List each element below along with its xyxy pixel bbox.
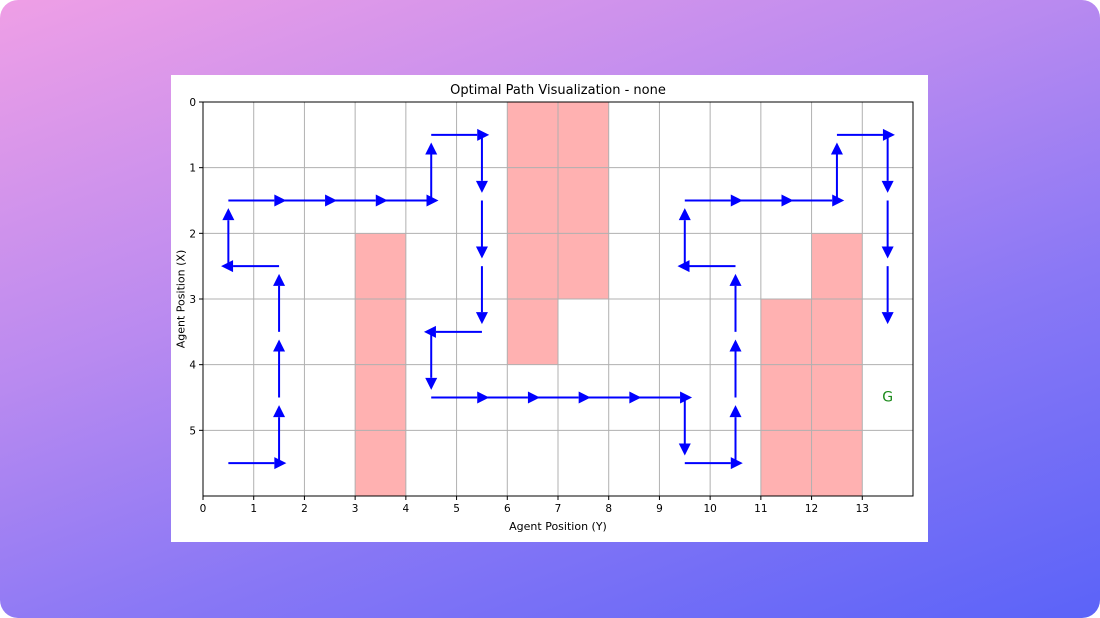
obstacle-cell <box>811 430 863 496</box>
y-axis-label: Agent Position (X) <box>175 250 188 349</box>
path-arrow-head <box>425 377 438 390</box>
x-ticks: 0 1 2 3 4 5 6 7 8 9 10 11 12 13 <box>200 496 869 515</box>
x-tick-label: 8 <box>605 503 612 515</box>
path-arrow-head <box>881 246 894 259</box>
obstacle-cell <box>558 233 609 299</box>
path-arrow-head <box>832 194 845 207</box>
x-tick-label: 0 <box>200 503 207 515</box>
y-tick-label: 4 <box>189 360 196 372</box>
obstacle-cell <box>811 233 863 299</box>
y-tick-label: 1 <box>189 163 196 175</box>
obstacle-cell <box>507 299 558 365</box>
obstacle-cell <box>558 102 609 168</box>
obstacle-cell <box>811 364 863 431</box>
goal-label: G <box>882 390 893 406</box>
x-tick-label: 9 <box>656 503 663 515</box>
x-tick-label: 10 <box>703 503 716 515</box>
path-arrow-head <box>425 142 438 155</box>
chart-title: Optimal Path Visualization - none <box>450 83 666 98</box>
obstacle-cell <box>355 430 406 496</box>
x-tick-label: 13 <box>856 503 869 515</box>
path-arrow-head <box>477 128 490 141</box>
path-arrow-head <box>680 391 693 404</box>
path-arrow-head <box>222 208 235 221</box>
y-tick-label: 5 <box>189 425 196 437</box>
path-arrow-head <box>729 273 742 286</box>
obstacle-cell <box>507 102 558 168</box>
path-arrow-head <box>274 457 287 470</box>
x-axis-label: Agent Position (Y) <box>509 520 607 533</box>
x-tick-label: 3 <box>352 503 359 515</box>
obstacle-cell <box>760 299 812 365</box>
path-arrow-head <box>221 260 234 273</box>
path-arrow-head <box>423 325 436 338</box>
x-tick-label: 7 <box>555 503 562 515</box>
obstacle-cell <box>760 364 812 431</box>
obstacle-cell <box>355 299 406 365</box>
path-arrow-head <box>729 339 742 352</box>
obstacle-cell <box>558 167 609 234</box>
obstacle-cell <box>355 233 406 299</box>
x-tick-label: 1 <box>250 503 257 515</box>
x-tick-label: 11 <box>754 503 767 515</box>
obstacle-cell <box>760 430 812 496</box>
x-tick-label: 12 <box>805 503 818 515</box>
obstacles-layer <box>355 102 863 496</box>
obstacle-cell <box>507 167 558 234</box>
path-arrow-head <box>830 142 843 155</box>
path-arrow-head <box>426 194 439 207</box>
obstacle-cell <box>507 233 558 299</box>
path-arrow-head <box>678 208 691 221</box>
path-arrow-head <box>273 273 286 286</box>
y-ticks: 0 1 2 3 4 5 <box>189 97 203 437</box>
path-arrow-head <box>882 128 895 141</box>
path-arrow-head <box>881 312 894 325</box>
path-arrow-head <box>730 457 743 470</box>
path-arrow-head <box>273 339 286 352</box>
obstacle-cell <box>811 299 863 365</box>
path-arrow-head <box>475 180 488 193</box>
grid-layer <box>203 102 913 496</box>
path-arrow-head <box>475 312 488 325</box>
path-arrow-head <box>475 246 488 259</box>
arrows-layer <box>221 128 895 470</box>
path-arrow-head <box>677 260 690 273</box>
obstacle-cell <box>355 364 406 431</box>
x-tick-label: 5 <box>453 503 460 515</box>
path-arrow-head <box>273 405 286 418</box>
y-tick-label: 2 <box>189 228 196 240</box>
path-arrow-head <box>729 405 742 418</box>
path-arrow-head <box>881 180 894 193</box>
y-tick-label: 0 <box>189 97 196 109</box>
x-tick-label: 4 <box>403 503 410 515</box>
y-tick-label: 3 <box>189 294 196 306</box>
x-tick-label: 2 <box>301 503 308 515</box>
path-arrow-head <box>678 443 691 456</box>
x-tick-label: 6 <box>504 503 511 515</box>
